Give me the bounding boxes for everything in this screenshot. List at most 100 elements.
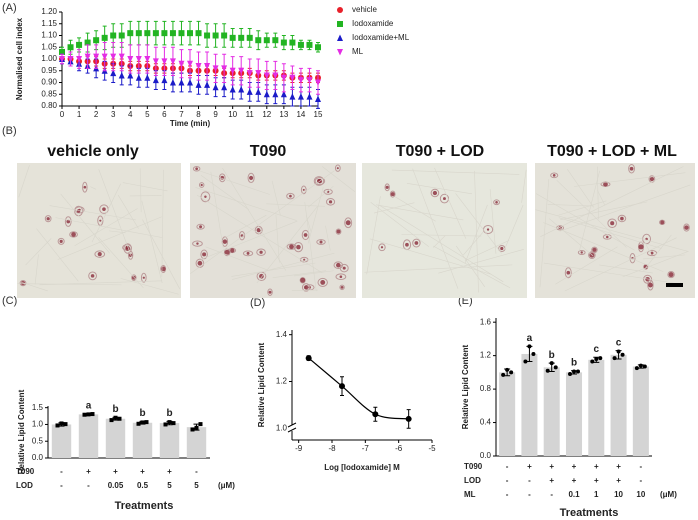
cell [339, 284, 345, 291]
cell [389, 190, 396, 198]
cell [659, 219, 666, 226]
fiber [540, 166, 684, 237]
marker [169, 79, 176, 86]
y-tick-label: 1.2 [276, 377, 288, 386]
cell [19, 279, 27, 287]
fiber [17, 283, 122, 286]
lipid [83, 185, 87, 189]
data-point [634, 366, 639, 371]
lipid [195, 167, 198, 171]
fiber [199, 170, 270, 195]
fiber [539, 179, 550, 288]
significance-letter: c [594, 344, 600, 355]
bar [632, 366, 649, 456]
lipid [610, 221, 615, 226]
fiber [142, 219, 181, 290]
treatment-name: LOD [16, 481, 33, 490]
fiber [370, 202, 429, 247]
fiber [369, 238, 491, 275]
marker [246, 88, 253, 95]
marker [93, 37, 100, 44]
data-point [136, 421, 141, 426]
marker [161, 76, 168, 84]
fiber [574, 172, 686, 187]
cell [647, 279, 654, 291]
fiber [366, 196, 381, 275]
data-point [590, 359, 595, 364]
fiber [200, 175, 249, 211]
treatment-name: T090 [16, 467, 35, 476]
treatment-cell: - [528, 490, 531, 499]
fiber [374, 202, 415, 214]
treatment-cell: - [506, 462, 509, 471]
marker [187, 60, 193, 68]
x-tick-label: 0 [60, 110, 65, 119]
treatment-cell: - [528, 476, 531, 485]
marker [263, 37, 270, 44]
marker [255, 70, 262, 77]
x-tick-label: 1 [77, 110, 82, 119]
lipid [66, 219, 71, 224]
fiber [200, 220, 298, 260]
marker [67, 44, 74, 51]
cell [192, 240, 203, 247]
cell [196, 223, 205, 230]
image-caption: vehicle only [47, 143, 139, 160]
fiber [406, 183, 473, 195]
y-axis-label: Relative Lipid Content [17, 389, 26, 474]
lipid [336, 167, 339, 170]
lipid [592, 247, 597, 252]
marker [59, 48, 65, 55]
lipid [259, 250, 263, 254]
fiber [325, 225, 331, 251]
cell [335, 273, 347, 281]
fiber [294, 270, 334, 277]
fiber [567, 169, 594, 208]
fiber [642, 254, 686, 260]
lipid [142, 276, 145, 279]
marker [289, 93, 296, 100]
y-tick-label: 1.15 [41, 19, 57, 28]
data-point [505, 367, 510, 372]
marker [144, 30, 151, 37]
fiber [549, 218, 594, 257]
marker [152, 76, 159, 84]
significance-letter: a [86, 401, 92, 412]
y-tick-label: 1.5 [32, 403, 44, 412]
y-tick-label: 1.0 [276, 423, 288, 432]
data-point [572, 369, 576, 374]
lipid [160, 266, 166, 272]
marker [169, 30, 176, 37]
marker [339, 383, 345, 390]
x-tick-label: 6 [162, 110, 167, 119]
cell [577, 249, 586, 255]
fiber [109, 230, 126, 234]
marker [289, 39, 296, 46]
bar [565, 372, 583, 456]
marker [161, 30, 168, 37]
data-point [113, 415, 118, 420]
cell [123, 243, 132, 254]
data-point [90, 412, 95, 417]
lipid [222, 239, 228, 244]
x-axis-label: Time (min) [170, 119, 211, 128]
cell [82, 181, 88, 193]
cell [333, 261, 344, 269]
fiber [74, 208, 138, 247]
cell [140, 272, 147, 283]
fiber [205, 246, 268, 271]
x-tick-label: 5 [145, 110, 150, 119]
x-tick-label: 7 [179, 110, 184, 119]
marker [272, 90, 279, 98]
marker [405, 415, 412, 422]
data-point [612, 356, 617, 361]
fiber [256, 206, 318, 284]
marker [212, 32, 219, 39]
fiber [535, 209, 689, 252]
marker [255, 37, 262, 44]
treatment-cell: + [616, 462, 621, 471]
cell [293, 241, 304, 253]
fiber [597, 190, 606, 206]
treatment-cell: + [572, 462, 577, 471]
x-tick-label: -8 [328, 444, 336, 453]
